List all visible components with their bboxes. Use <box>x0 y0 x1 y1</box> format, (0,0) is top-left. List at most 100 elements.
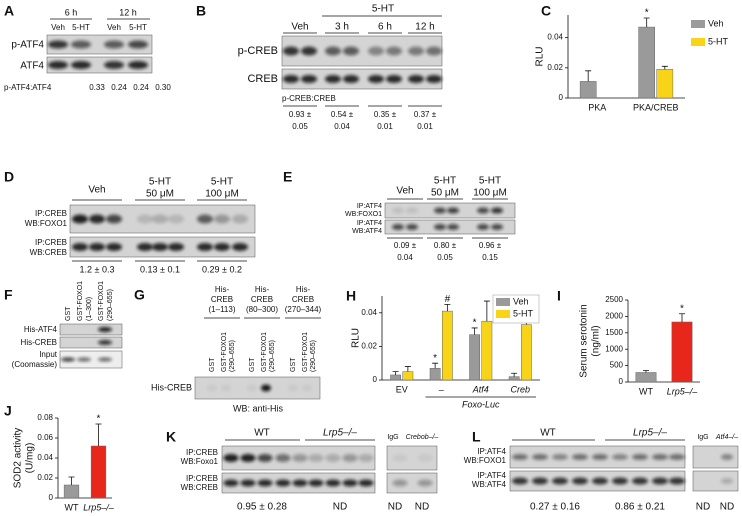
label: ND <box>415 502 429 513</box>
label: 0.15 <box>482 253 498 262</box>
y-axis-label: Serum serotonin <box>579 304 590 377</box>
blot-band <box>408 46 424 56</box>
bar <box>521 324 532 381</box>
y-tick-label: 0.02 <box>37 473 53 482</box>
error-bar <box>679 313 685 322</box>
bar <box>635 372 657 383</box>
blot-band <box>308 479 324 487</box>
bar <box>402 371 414 381</box>
label: Veh <box>51 23 65 32</box>
label: CREB <box>247 73 278 85</box>
blot-band <box>325 454 341 462</box>
label: 6 h <box>378 22 392 33</box>
label: (270–344) <box>285 305 322 314</box>
error-bar <box>471 327 478 335</box>
legend-swatch <box>496 298 510 306</box>
label: ND <box>333 502 347 513</box>
label: Veh <box>88 185 105 196</box>
error-bar <box>643 370 649 373</box>
blot-band <box>240 479 256 487</box>
blot-band <box>207 384 217 392</box>
label: 50 μM <box>146 189 174 200</box>
label: IP:ATF4 <box>357 220 382 227</box>
blot-band <box>325 75 341 83</box>
blot-band <box>447 207 459 214</box>
blot-band <box>257 479 273 487</box>
y-axis-label: (ng/ml) <box>591 325 602 356</box>
label: 0.24 <box>133 83 149 92</box>
label: GST <box>290 357 297 372</box>
legend-label: Veh <box>513 296 529 306</box>
y-axis-label: SOD2 activity <box>13 428 24 489</box>
y-tick-label: 0.02 <box>547 63 563 72</box>
y-axis-label: (U/mg) <box>25 443 36 474</box>
blot-band <box>572 454 588 460</box>
blot-band <box>288 384 298 392</box>
label: WB:CREB <box>181 483 218 492</box>
y-tick-label: 2500 <box>605 295 623 304</box>
blot-band <box>592 477 608 485</box>
bar <box>656 69 674 99</box>
x-tick-label: PKA/CREB <box>633 102 679 112</box>
panel-letter: J <box>4 403 12 419</box>
label: 5-HT <box>479 176 501 187</box>
label: IP:CREB <box>35 209 67 218</box>
blot-band <box>283 75 299 83</box>
label: 5-HT <box>211 177 233 188</box>
significance: * <box>645 8 649 19</box>
blot-band <box>477 224 489 230</box>
label: (290–655) <box>310 340 317 372</box>
blot-strip <box>46 56 153 74</box>
label: p-CREB <box>238 45 278 57</box>
label: 0.30 <box>155 83 171 92</box>
blot-band <box>632 477 648 485</box>
blot-band <box>302 384 312 392</box>
blot-band <box>408 75 424 83</box>
label: 0.86 ± 0.21 <box>615 502 665 513</box>
label: 0.35 ± <box>374 110 397 119</box>
label: CREB <box>251 295 273 304</box>
blot-strip <box>59 323 123 336</box>
label: Veh <box>107 23 121 32</box>
panel-letter: H <box>346 288 356 304</box>
label: 0.13 ± 0.1 <box>140 264 180 274</box>
legend-label: Veh <box>708 18 724 28</box>
blot-band <box>358 479 374 487</box>
label: 6 h <box>65 7 78 17</box>
label: 0.80 ± <box>434 241 457 250</box>
blot-band <box>652 477 668 485</box>
y-tick-label: 1000 <box>605 344 623 353</box>
bar <box>442 310 453 381</box>
label: 0.01 <box>417 122 433 131</box>
blot-band <box>406 207 418 214</box>
label: Atf4–/– <box>715 434 738 441</box>
y-tick-label: 0.04 <box>37 453 53 462</box>
label: 0.09 ± <box>394 241 417 250</box>
error-bar <box>661 65 668 70</box>
x-tick-label: Atf4 <box>472 384 489 394</box>
blot-band <box>72 214 88 224</box>
label: WB:ATF4 <box>472 480 507 489</box>
label: 0.29 ± 0.2 <box>202 264 242 274</box>
blot-band <box>325 46 341 56</box>
blot-band <box>434 207 446 214</box>
label: GST-FOXO1 <box>77 281 84 321</box>
x-tick-label: WT <box>65 502 79 512</box>
blot-strip <box>46 34 153 55</box>
label: Input <box>39 350 58 359</box>
blot-band <box>221 384 231 392</box>
y-tick-label: 0.06 <box>37 433 53 442</box>
blot-band <box>71 61 91 69</box>
panel-letter: A <box>4 3 14 19</box>
label: His- <box>296 285 311 294</box>
y-tick-label: 0 <box>559 93 564 102</box>
bar <box>579 81 597 99</box>
x-tick-label: – <box>439 384 444 394</box>
blot-band <box>71 40 91 49</box>
label: (Coomassie) <box>12 360 58 369</box>
blot-band <box>392 454 408 462</box>
x-tick-label: PKA <box>588 102 606 112</box>
blot-band <box>572 477 588 485</box>
